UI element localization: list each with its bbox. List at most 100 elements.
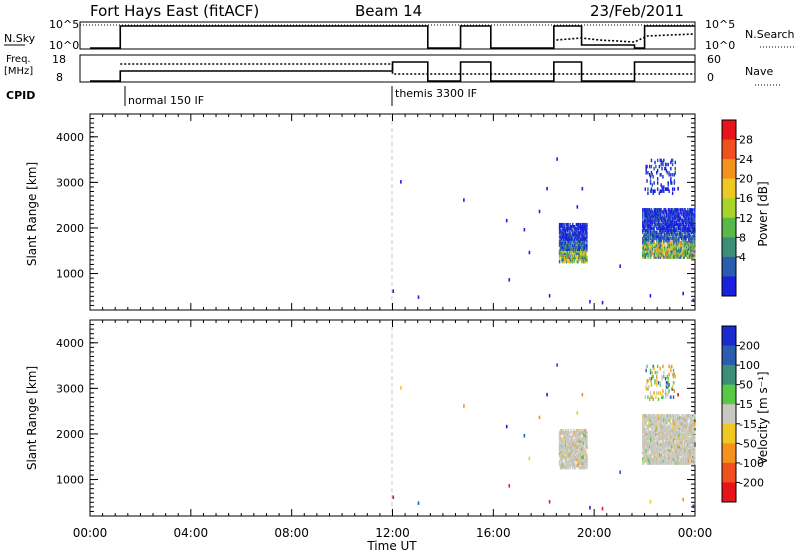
range-cell — [674, 436, 677, 441]
range-cell — [676, 216, 678, 220]
range-cell — [668, 236, 670, 241]
range-cell — [662, 216, 664, 220]
range-cell — [685, 453, 687, 457]
range-cell — [690, 222, 692, 226]
range-cell — [584, 231, 586, 235]
range-cell — [672, 459, 675, 463]
range-cell — [571, 237, 573, 241]
range-cell — [660, 414, 662, 418]
range-cell — [663, 432, 665, 437]
range-cell — [664, 218, 666, 222]
range-cell — [580, 437, 583, 441]
range-cell — [646, 381, 648, 385]
range-cell — [648, 416, 650, 420]
range-cell — [647, 416, 649, 420]
range-cell — [568, 243, 570, 247]
range-cell — [692, 245, 694, 249]
range-cell — [644, 208, 647, 212]
range-cell — [568, 459, 570, 464]
range-cell — [567, 437, 570, 441]
range-cell — [663, 444, 665, 449]
range-cell — [644, 420, 647, 424]
range-cell — [693, 428, 695, 432]
range-cell — [648, 440, 650, 445]
range-cell — [566, 439, 569, 443]
range-cell — [687, 234, 689, 239]
range-cell — [664, 434, 666, 439]
colorbar-tick-label: -15 — [739, 418, 757, 431]
range-cell — [673, 436, 676, 441]
range-cell — [670, 255, 672, 259]
range-cell — [683, 453, 685, 457]
range-cell — [563, 430, 565, 435]
range-cell — [647, 242, 649, 247]
range-cell — [666, 187, 669, 191]
range-cell — [664, 391, 667, 395]
range-cell — [692, 453, 694, 457]
range-cell — [693, 434, 695, 439]
range-cell — [643, 232, 646, 237]
range-cell — [689, 234, 692, 239]
range-cell — [657, 216, 659, 220]
range-cell — [661, 160, 663, 165]
range-cell — [664, 162, 667, 167]
range-cell — [564, 433, 566, 437]
range-cell — [680, 434, 682, 439]
range-cell — [644, 438, 647, 443]
range-cell — [565, 229, 567, 233]
range-cell — [682, 459, 685, 463]
range-cell — [560, 245, 563, 250]
range-cell — [675, 249, 677, 253]
range-cell — [653, 418, 655, 422]
range-cell — [643, 438, 646, 443]
range-cell — [574, 245, 577, 250]
range-cell — [642, 457, 644, 461]
range-cell — [685, 220, 687, 224]
range-cell — [674, 442, 677, 447]
range-cell — [684, 228, 686, 233]
range-cell — [680, 249, 682, 253]
range-cell — [678, 461, 680, 465]
range-cell — [647, 234, 649, 239]
range-cell — [657, 397, 660, 401]
range-cell — [675, 214, 677, 218]
range-cell — [563, 231, 565, 235]
range-cell — [664, 226, 666, 231]
range-cell — [650, 451, 653, 455]
range-cell — [686, 444, 688, 449]
range-cell — [644, 230, 647, 235]
range-cell — [670, 451, 672, 455]
range-cell — [691, 245, 693, 249]
range-cell — [565, 437, 568, 441]
range-cell — [585, 461, 587, 466]
scatter-point — [546, 392, 548, 397]
range-cell — [665, 220, 667, 224]
scatter-point — [619, 470, 621, 474]
range-cell — [561, 463, 563, 468]
range-cell — [644, 395, 646, 399]
range-cell — [677, 414, 679, 418]
range-cell — [652, 214, 655, 218]
range-cell — [646, 455, 648, 459]
range-cell — [569, 443, 571, 447]
range-cell — [574, 433, 577, 437]
range-cell — [659, 247, 662, 251]
range-cell — [669, 451, 671, 455]
range-cell — [667, 187, 669, 191]
range-cell — [570, 249, 572, 254]
range-cell — [663, 255, 665, 259]
range-cell — [581, 255, 584, 260]
range-cell — [562, 251, 564, 256]
range-cell — [580, 428, 583, 433]
range-cell — [644, 428, 647, 432]
range-cell — [669, 230, 671, 235]
range-cell — [659, 238, 662, 243]
range-cell — [668, 453, 670, 457]
range-cell — [645, 228, 647, 233]
range-cell — [663, 446, 665, 451]
range-cell — [677, 418, 679, 422]
range-cell — [675, 228, 677, 233]
range-cell — [671, 253, 673, 257]
range-cell — [657, 422, 660, 426]
range-cell — [675, 210, 677, 214]
